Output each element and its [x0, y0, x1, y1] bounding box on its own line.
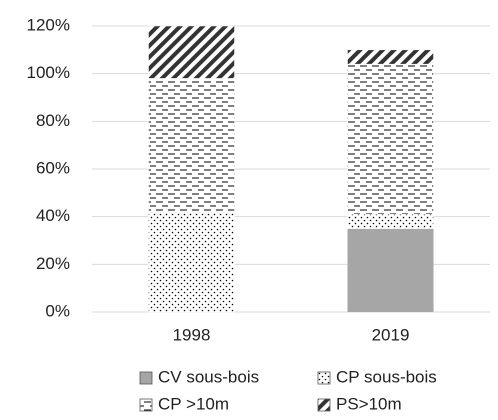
y-tick-label: 100% — [27, 63, 70, 82]
legend-label: CP >10m — [158, 394, 229, 413]
legend-swatch — [139, 371, 153, 385]
legend-swatch — [317, 398, 331, 412]
y-tick-label: 120% — [27, 15, 70, 34]
y-tick-label: 80% — [36, 111, 70, 130]
legend-label: CP sous-bois — [336, 367, 437, 386]
x-tick-label: 1998 — [173, 325, 211, 344]
legend-label: PS>10m — [336, 394, 402, 413]
legend-label: CV sous-bois — [158, 367, 259, 386]
legend-swatch — [317, 371, 331, 385]
legend-swatch — [139, 398, 153, 412]
bar-segment — [347, 228, 434, 312]
bar-segment — [148, 25, 235, 79]
y-tick-label: 0% — [45, 301, 70, 320]
bar-segment — [347, 214, 434, 229]
x-tick-label: 2019 — [372, 325, 410, 344]
y-tick-label: 20% — [36, 254, 70, 273]
y-tick-label: 60% — [36, 158, 70, 177]
bar-segment — [148, 78, 235, 213]
y-tick-label: 40% — [36, 206, 70, 225]
bar-segment — [347, 63, 434, 215]
bar-segment — [347, 49, 434, 65]
bar-segment — [148, 211, 235, 313]
